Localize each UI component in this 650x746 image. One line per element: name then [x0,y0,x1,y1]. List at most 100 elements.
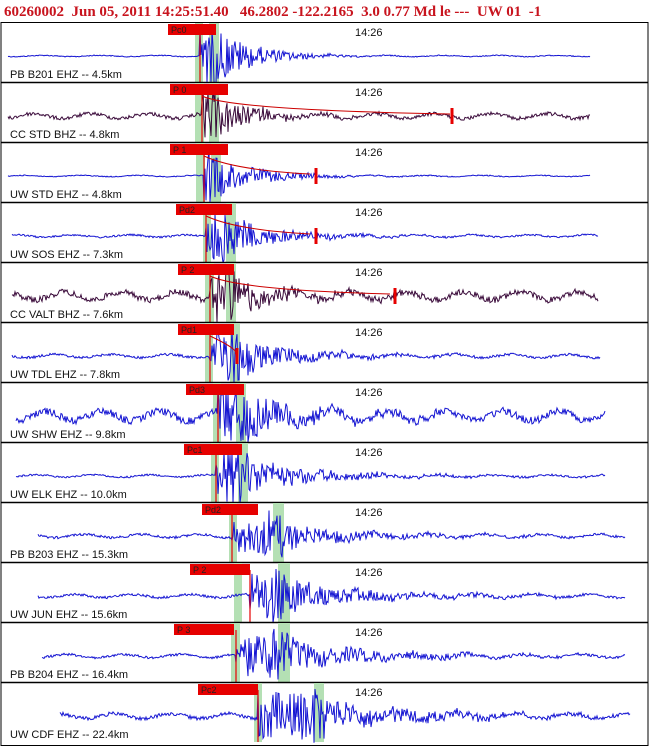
pick-label: Pd2 [179,205,195,215]
waveform-trace [41,628,626,680]
station-label: UW CDF EHZ -- 22.4km [10,729,129,741]
event-latitude: 46.2802 [239,4,289,20]
station-label: PB B204 EHZ -- 16.4km [10,669,128,681]
time-label: 14:26 [355,387,383,399]
trace-row: Pd2 14:26 PB B203 EHZ -- 15.3km [1,501,648,562]
s-window [238,443,248,502]
time-label: 14:26 [355,327,383,339]
time-label: 14:26 [355,687,383,699]
waveform-trace [7,150,591,204]
time-label: 14:26 [355,627,383,639]
pick-label: Pc0 [171,25,187,35]
trace-row: Pd3 14:26 UW SHW EHZ -- 9.8km [1,381,648,442]
pick-label: Pd2 [205,505,221,515]
station-label: CC VALT BHZ -- 7.6km [10,309,123,321]
pick-box[interactable] [202,504,258,515]
pick-label: P 0 [173,85,186,95]
s-window [236,383,246,442]
pick-label: Pd1 [181,325,197,335]
waveform-trace [37,510,626,558]
pick-label: P 1 [173,145,186,155]
s-window [209,23,219,82]
coda-curve [209,275,391,295]
pick-label: Pc1 [187,445,203,455]
trace-row: P 1 14:26 UW STD EHZ -- 4.8km [1,141,648,204]
time-label: 14:26 [355,87,383,99]
time-label: 14:26 [355,27,383,39]
pick-box[interactable] [170,84,228,95]
station-label: UW TDL EHZ -- 7.8km [10,369,120,381]
event-magnitude: 0.77 Md [383,4,437,20]
event-longitude: -122.2165 [292,4,354,20]
trace-row: Pc0 14:26 PB B201 EHZ -- 4.5km [7,23,591,84]
coda-curve [209,335,237,355]
event-network-source: UW 01 [476,4,522,20]
time-label: 14:26 [355,147,383,159]
p-window [234,563,242,622]
waveform-trace [59,688,631,743]
pick-label: P 2 [181,265,194,275]
station-label: UW STD EHZ -- 4.8km [10,189,122,201]
time-label: 14:26 [355,207,383,219]
station-label: UW ELK EHZ -- 10.0km [10,489,127,501]
coda-marker [450,108,454,124]
event-header: 60260002 Jun 05, 2011 14:25:51.40 46.280… [4,2,650,22]
pick-box[interactable] [178,324,234,335]
pick-box[interactable] [176,204,232,215]
pick-label: P 2 [193,565,206,575]
pick-box[interactable] [178,264,234,275]
waveform-trace [15,388,606,442]
station-label: CC STD BHZ -- 4.8km [10,129,119,141]
station-label: UW SOS EHZ -- 7.3km [10,249,123,261]
trace-row: P 2 14:26 CC VALT BHZ -- 7.6km [1,261,648,324]
p-window [195,83,204,142]
coda-marker [393,288,397,304]
s-window [278,623,290,682]
event-id: 60260002 [4,4,64,20]
station-label: UW SHW EHZ -- 9.8km [10,429,126,441]
p-window [205,323,213,382]
pick-box[interactable] [190,564,250,575]
pick-box[interactable] [184,444,242,455]
pick-box[interactable] [168,24,216,35]
waveform-trace [15,448,606,504]
waveform-trace [7,88,591,138]
waveform-trace [37,568,626,624]
coda-marker [235,348,239,364]
waveform-trace [7,28,591,84]
station-label: PB B201 EHZ -- 4.5km [10,69,122,81]
p-window [203,203,211,262]
waveform-trace [11,213,599,263]
pick-label: Pd3 [189,385,205,395]
waveform-trace [11,329,601,383]
time-label: 14:26 [355,567,383,579]
trace-row: P 3 14:26 PB B204 EHZ -- 16.4km [1,621,648,682]
station-label: UW JUN EHZ -- 15.6km [10,609,127,621]
coda-curve [203,155,311,175]
trace-row: P 2 14:26 UW JUN EHZ -- 15.6km [1,561,648,624]
pick-box[interactable] [174,624,234,635]
seismogram-panel: Pc0 14:26 PB B201 EHZ -- 4.5km P 0 14:26 CC S… [0,22,649,746]
p-window [196,143,205,202]
time-label: 14:26 [355,447,383,459]
coda-marker [314,228,318,244]
trace-row: Pc1 14:26 UW ELK EHZ -- 10.0km [1,441,648,504]
s-window [226,263,236,322]
coda-curve [205,215,311,235]
pick-box[interactable] [170,144,228,155]
pick-label: Pc2 [201,685,217,695]
waveform-trace [11,268,599,324]
pick-box[interactable] [198,684,258,695]
s-window [209,83,219,142]
trace-row: Pd1 14:26 UW TDL EHZ -- 7.8km [1,321,648,383]
pick-label: P 3 [177,625,190,635]
trace-row: P 0 14:26 CC STD BHZ -- 4.8km [1,81,648,142]
coda-curve [201,95,451,115]
trace-row: Pd2 14:26 UW SOS EHZ -- 7.3km [1,201,648,263]
event-depth: 3.0 [361,4,380,20]
event-flags: le --- [439,4,470,20]
pick-box[interactable] [186,384,244,395]
time-label: 14:26 [355,507,383,519]
trace-row: Pc2 14:26 UW CDF EHZ -- 22.4km [1,681,648,743]
event-datetime: Jun 05, 2011 14:25:51.40 [71,4,229,20]
